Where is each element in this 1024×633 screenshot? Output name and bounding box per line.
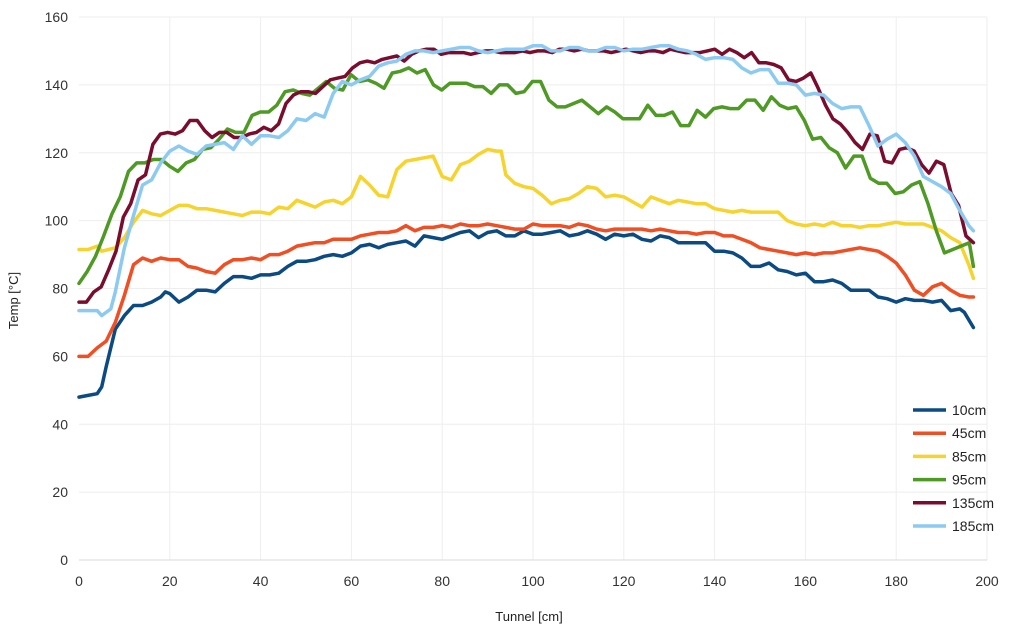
series-line-135cm <box>77 47 976 304</box>
x-tick-label: 60 <box>344 573 360 589</box>
legend-label: 45cm <box>952 425 986 441</box>
y-tick-label: 60 <box>52 348 68 364</box>
x-tick-label: 160 <box>794 573 818 589</box>
y-tick-label: 80 <box>52 281 68 297</box>
x-tick-label: 100 <box>521 573 545 589</box>
y-tick-label: 140 <box>45 77 69 93</box>
x-tick-label: 0 <box>75 573 83 589</box>
x-tick-label: 20 <box>162 573 178 589</box>
series-line-185cm <box>77 44 976 318</box>
series-line-85cm <box>77 147 976 281</box>
y-tick-label: 40 <box>52 416 68 432</box>
x-tick-label: 140 <box>703 573 727 589</box>
y-tick-label: 20 <box>52 484 68 500</box>
legend-label: 95cm <box>952 472 986 488</box>
legend-label: 185cm <box>952 518 994 534</box>
x-tick-label: 180 <box>885 573 909 589</box>
series-line-45cm <box>77 222 976 359</box>
legend-label: 135cm <box>952 495 994 511</box>
x-tick-labels: 0 20 40 60 80 100 120 140 160 180 200 <box>75 573 999 589</box>
y-axis-title: Temp [°C] <box>6 272 21 329</box>
x-axis-title: Tunnel [cm] <box>495 609 562 624</box>
legend: 10cm 45cm 85cm 95cm 135cm 185cm <box>913 402 994 534</box>
series-line-10cm <box>77 229 976 399</box>
x-tick-label: 40 <box>253 573 269 589</box>
legend-label: 85cm <box>952 448 986 464</box>
y-tick-label: 120 <box>45 145 69 161</box>
gridlines <box>79 16 988 560</box>
y-tick-label: 100 <box>45 213 69 229</box>
y-tick-label: 0 <box>60 552 68 568</box>
x-tick-label: 120 <box>612 573 636 589</box>
legend-label: 10cm <box>952 402 986 418</box>
y-tick-label: 160 <box>45 9 69 25</box>
series-lines <box>77 44 976 399</box>
x-tick-label: 200 <box>975 573 999 589</box>
series-line-95cm <box>77 66 976 286</box>
y-tick-labels: 0 20 40 60 80 100 120 140 160 <box>45 9 69 568</box>
x-tick-label: 80 <box>434 573 450 589</box>
